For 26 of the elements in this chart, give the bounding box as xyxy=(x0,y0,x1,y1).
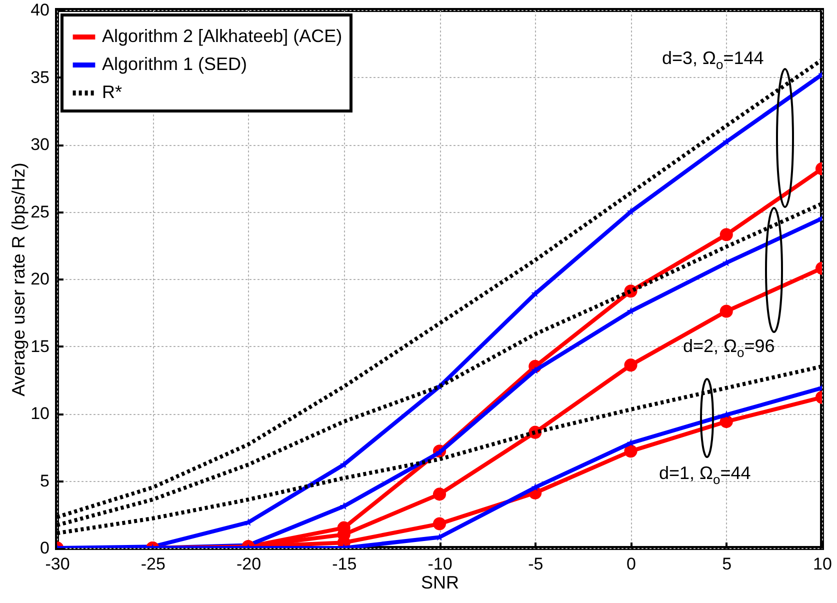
y-tick-label: 40 xyxy=(30,0,50,20)
x-tick-label: 5 xyxy=(722,554,732,574)
y-tick-label: 15 xyxy=(30,336,50,356)
legend-label: R* xyxy=(102,82,122,102)
legend-label: Algorithm 2 [Alkhateeb] (ACE) xyxy=(102,26,342,46)
y-axis-title: Average user rate R (bps/Hz) xyxy=(8,162,29,396)
annotation: d=1, Ω$_{o}$=44 xyxy=(659,463,751,487)
y-tick-label: 20 xyxy=(30,270,50,288)
x-tick-label: -15 xyxy=(332,554,357,574)
x-tick-label: -10 xyxy=(428,554,452,574)
y-tick-label: 5 xyxy=(40,471,50,490)
x-tick-label: -5 xyxy=(528,554,544,574)
y-tick-label: 35 xyxy=(30,68,50,87)
legend-label: Algorithm 1 (SED) xyxy=(102,54,248,74)
y-tick-label: 10 xyxy=(30,404,50,423)
y-tick-label: 30 xyxy=(30,135,50,154)
x-tick-label: 0 xyxy=(626,554,636,574)
x-tick-label: -25 xyxy=(140,554,166,574)
annotation: d=2, Ω$_{o}$=96 xyxy=(683,336,775,360)
y-tick-label: 0 xyxy=(40,538,50,558)
x-tick-label: 10 xyxy=(813,554,832,574)
x-tick-label: -20 xyxy=(236,554,262,574)
y-tick-label: 25 xyxy=(30,202,50,222)
x-axis-title: SNR xyxy=(420,572,460,592)
x-tick-label: -30 xyxy=(45,554,70,574)
annotation: d=3, Ω$_{o}$=144 xyxy=(662,48,764,72)
